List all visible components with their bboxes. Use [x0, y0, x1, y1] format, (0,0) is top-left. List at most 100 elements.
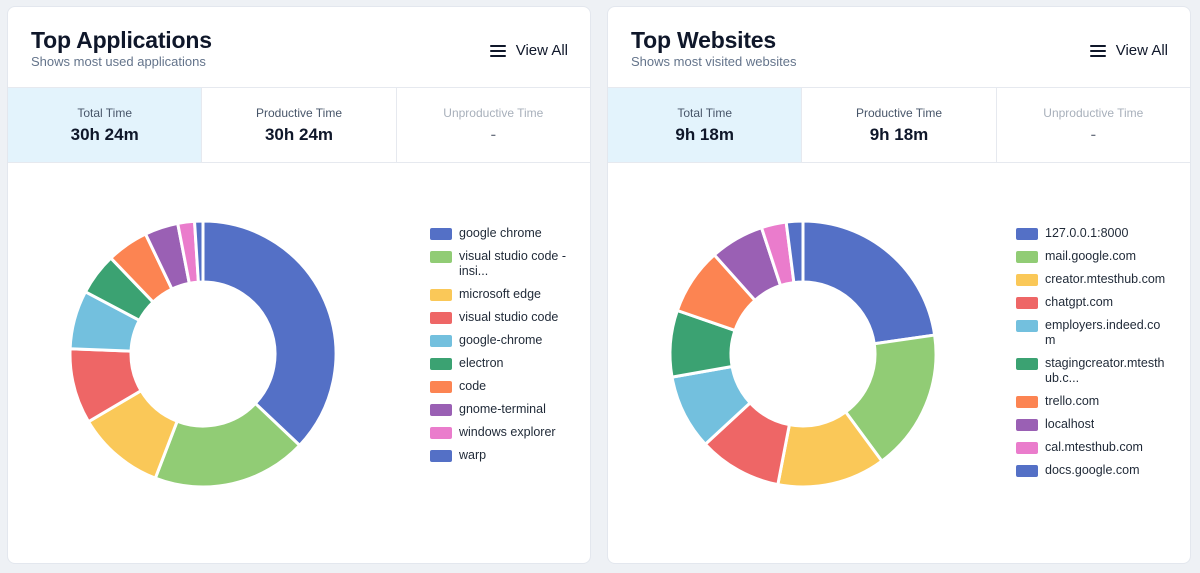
legend-item-windows-explorer[interactable]: windows explorer — [430, 425, 570, 440]
view-all-button[interactable]: View All — [1089, 42, 1168, 59]
legend-swatch — [430, 228, 452, 240]
time-stats: Total Time 9h 18m Productive Time 9h 18m… — [608, 87, 1190, 163]
legend-label: visual studio code — [459, 310, 559, 324]
legend-swatch — [430, 251, 452, 263]
legend-item-warp[interactable]: warp — [430, 448, 570, 463]
total-time-tab[interactable]: Total Time 30h 24m — [8, 88, 203, 162]
websites-legend: 127.0.0.1:8000 mail.google.com creator.mte… — [1016, 226, 1166, 486]
legend-label: windows explorer — [459, 425, 556, 439]
stat-value: - — [1090, 124, 1097, 144]
legend-swatch — [430, 289, 452, 301]
productive-time-tab[interactable]: Productive Time 30h 24m — [202, 88, 397, 162]
legend-swatch — [1016, 274, 1038, 286]
donut-slice-google-chrome[interactable] — [201, 219, 338, 447]
legend-label: 127.0.0.1:8000 — [1045, 226, 1129, 240]
legend-item-mail-google-com[interactable]: mail.google.com — [1016, 249, 1166, 264]
stat-label: Productive Time — [855, 105, 943, 120]
legend-swatch — [1016, 320, 1038, 332]
unproductive-time-tab[interactable]: Unproductive Time - — [397, 88, 590, 162]
top-applications-card: Top Applications Shows most used applica… — [7, 6, 591, 564]
legend-label: creator.mtesthub.com — [1045, 272, 1166, 286]
view-all-button[interactable]: View All — [489, 42, 568, 59]
legend-label: stagingcreator.mtesthub.c... — [1045, 356, 1165, 385]
legend-label: code — [459, 379, 487, 393]
legend-swatch — [1016, 396, 1038, 408]
legend-item-code[interactable]: code — [430, 379, 570, 394]
legend-swatch — [430, 358, 452, 370]
legend-swatch — [430, 335, 452, 347]
legend-label: employers.indeed.com — [1045, 318, 1161, 347]
legend-item-electron[interactable]: electron — [430, 356, 570, 371]
legend-label: visual studio code - insi... — [459, 249, 567, 278]
stat-label: Total Time — [77, 105, 132, 120]
legend-swatch — [430, 427, 452, 439]
stat-value: 9h 18m — [869, 124, 929, 144]
legend-item-localhost[interactable]: localhost — [1016, 417, 1166, 432]
stat-label: Productive Time — [255, 105, 343, 120]
stat-value: 30h 24m — [70, 124, 139, 144]
legend-swatch — [1016, 228, 1038, 240]
stat-value: 30h 24m — [264, 124, 334, 144]
legend-item-employers-indeed-com[interactable]: employers.indeed.com — [1016, 318, 1166, 348]
websites-donut-chart — [668, 219, 938, 489]
top-websites-card: Top Websites Shows most visited websites… — [607, 6, 1191, 564]
legend-label: google-chrome — [459, 333, 543, 347]
stat-label: Total Time — [677, 105, 732, 120]
legend-swatch — [1016, 297, 1038, 309]
legend-item-google-chrome[interactable]: google chrome — [430, 226, 570, 241]
legend-label: trello.com — [1045, 394, 1100, 408]
view-all-label: View All — [515, 42, 568, 59]
legend-label: localhost — [1045, 417, 1095, 431]
legend-label: gnome-terminal — [459, 402, 546, 416]
legend-item-microsoft-edge[interactable]: microsoft edge — [430, 287, 570, 302]
donut-slice-127-0-0-1-8000[interactable] — [801, 219, 937, 346]
legend-swatch — [1016, 419, 1038, 431]
legend-item-gnome-terminal[interactable]: gnome-terminal — [430, 402, 570, 417]
legend-item-google-chrome[interactable]: google-chrome — [430, 333, 570, 348]
legend-item-visual-studio-code[interactable]: visual studio code — [430, 310, 570, 325]
legend-item-creator-mtesthub-com[interactable]: creator.mtesthub.com — [1016, 272, 1166, 287]
card-title: Top Websites — [631, 27, 776, 53]
total-time-tab[interactable]: Total Time 9h 18m — [608, 88, 803, 162]
legend-swatch — [1016, 465, 1038, 477]
legend-label: docs.google.com — [1045, 463, 1140, 477]
stat-value: 9h 18m — [675, 124, 734, 144]
legend-label: microsoft edge — [459, 287, 541, 301]
legend-item-trello-com[interactable]: trello.com — [1016, 394, 1166, 409]
legend-swatch — [1016, 251, 1038, 263]
stat-value: - — [490, 124, 497, 144]
productive-time-tab[interactable]: Productive Time 9h 18m — [802, 88, 997, 162]
card-title: Top Applications — [31, 27, 212, 53]
card-subtitle: Shows most visited websites — [631, 54, 797, 69]
legend-swatch — [1016, 442, 1038, 454]
legend-label: electron — [459, 356, 504, 370]
stat-label: Unproductive Time — [443, 105, 544, 120]
donut-slice-warp[interactable] — [193, 219, 205, 284]
legend-item-127-0-0-1-8000[interactable]: 127.0.0.1:8000 — [1016, 226, 1166, 241]
menu-icon — [489, 44, 506, 57]
legend-swatch — [1016, 358, 1038, 370]
legend-swatch — [430, 381, 452, 393]
legend-item-docs-google-com[interactable]: docs.google.com — [1016, 463, 1166, 478]
legend-label: google chrome — [459, 226, 542, 240]
legend-label: warp — [459, 448, 487, 462]
legend-item-visual-studio-code-insi[interactable]: visual studio code - insi... — [430, 249, 570, 279]
donut-slice-docs-google-com[interactable] — [784, 219, 805, 285]
unproductive-time-tab[interactable]: Unproductive Time - — [997, 88, 1190, 162]
time-stats: Total Time 30h 24m Productive Time 30h 2… — [8, 87, 590, 163]
legend-label: chatgpt.com — [1045, 295, 1114, 309]
menu-icon — [1089, 44, 1106, 57]
legend-swatch — [430, 312, 452, 324]
applications-legend: google chrome visual studio code - insi..… — [430, 226, 570, 471]
legend-swatch — [430, 450, 452, 462]
applications-donut-chart — [68, 219, 338, 489]
legend-label: cal.mtesthub.com — [1045, 440, 1143, 454]
legend-item-stagingcreator-mtesthub-c[interactable]: stagingcreator.mtesthub.c... — [1016, 356, 1166, 386]
card-subtitle: Shows most used applications — [31, 54, 206, 69]
legend-item-cal-mtesthub-com[interactable]: cal.mtesthub.com — [1016, 440, 1166, 455]
stat-label: Unproductive Time — [1043, 105, 1144, 120]
legend-swatch — [430, 404, 452, 416]
legend-item-chatgpt-com[interactable]: chatgpt.com — [1016, 295, 1166, 310]
view-all-label: View All — [1115, 42, 1168, 59]
legend-label: mail.google.com — [1045, 249, 1137, 263]
